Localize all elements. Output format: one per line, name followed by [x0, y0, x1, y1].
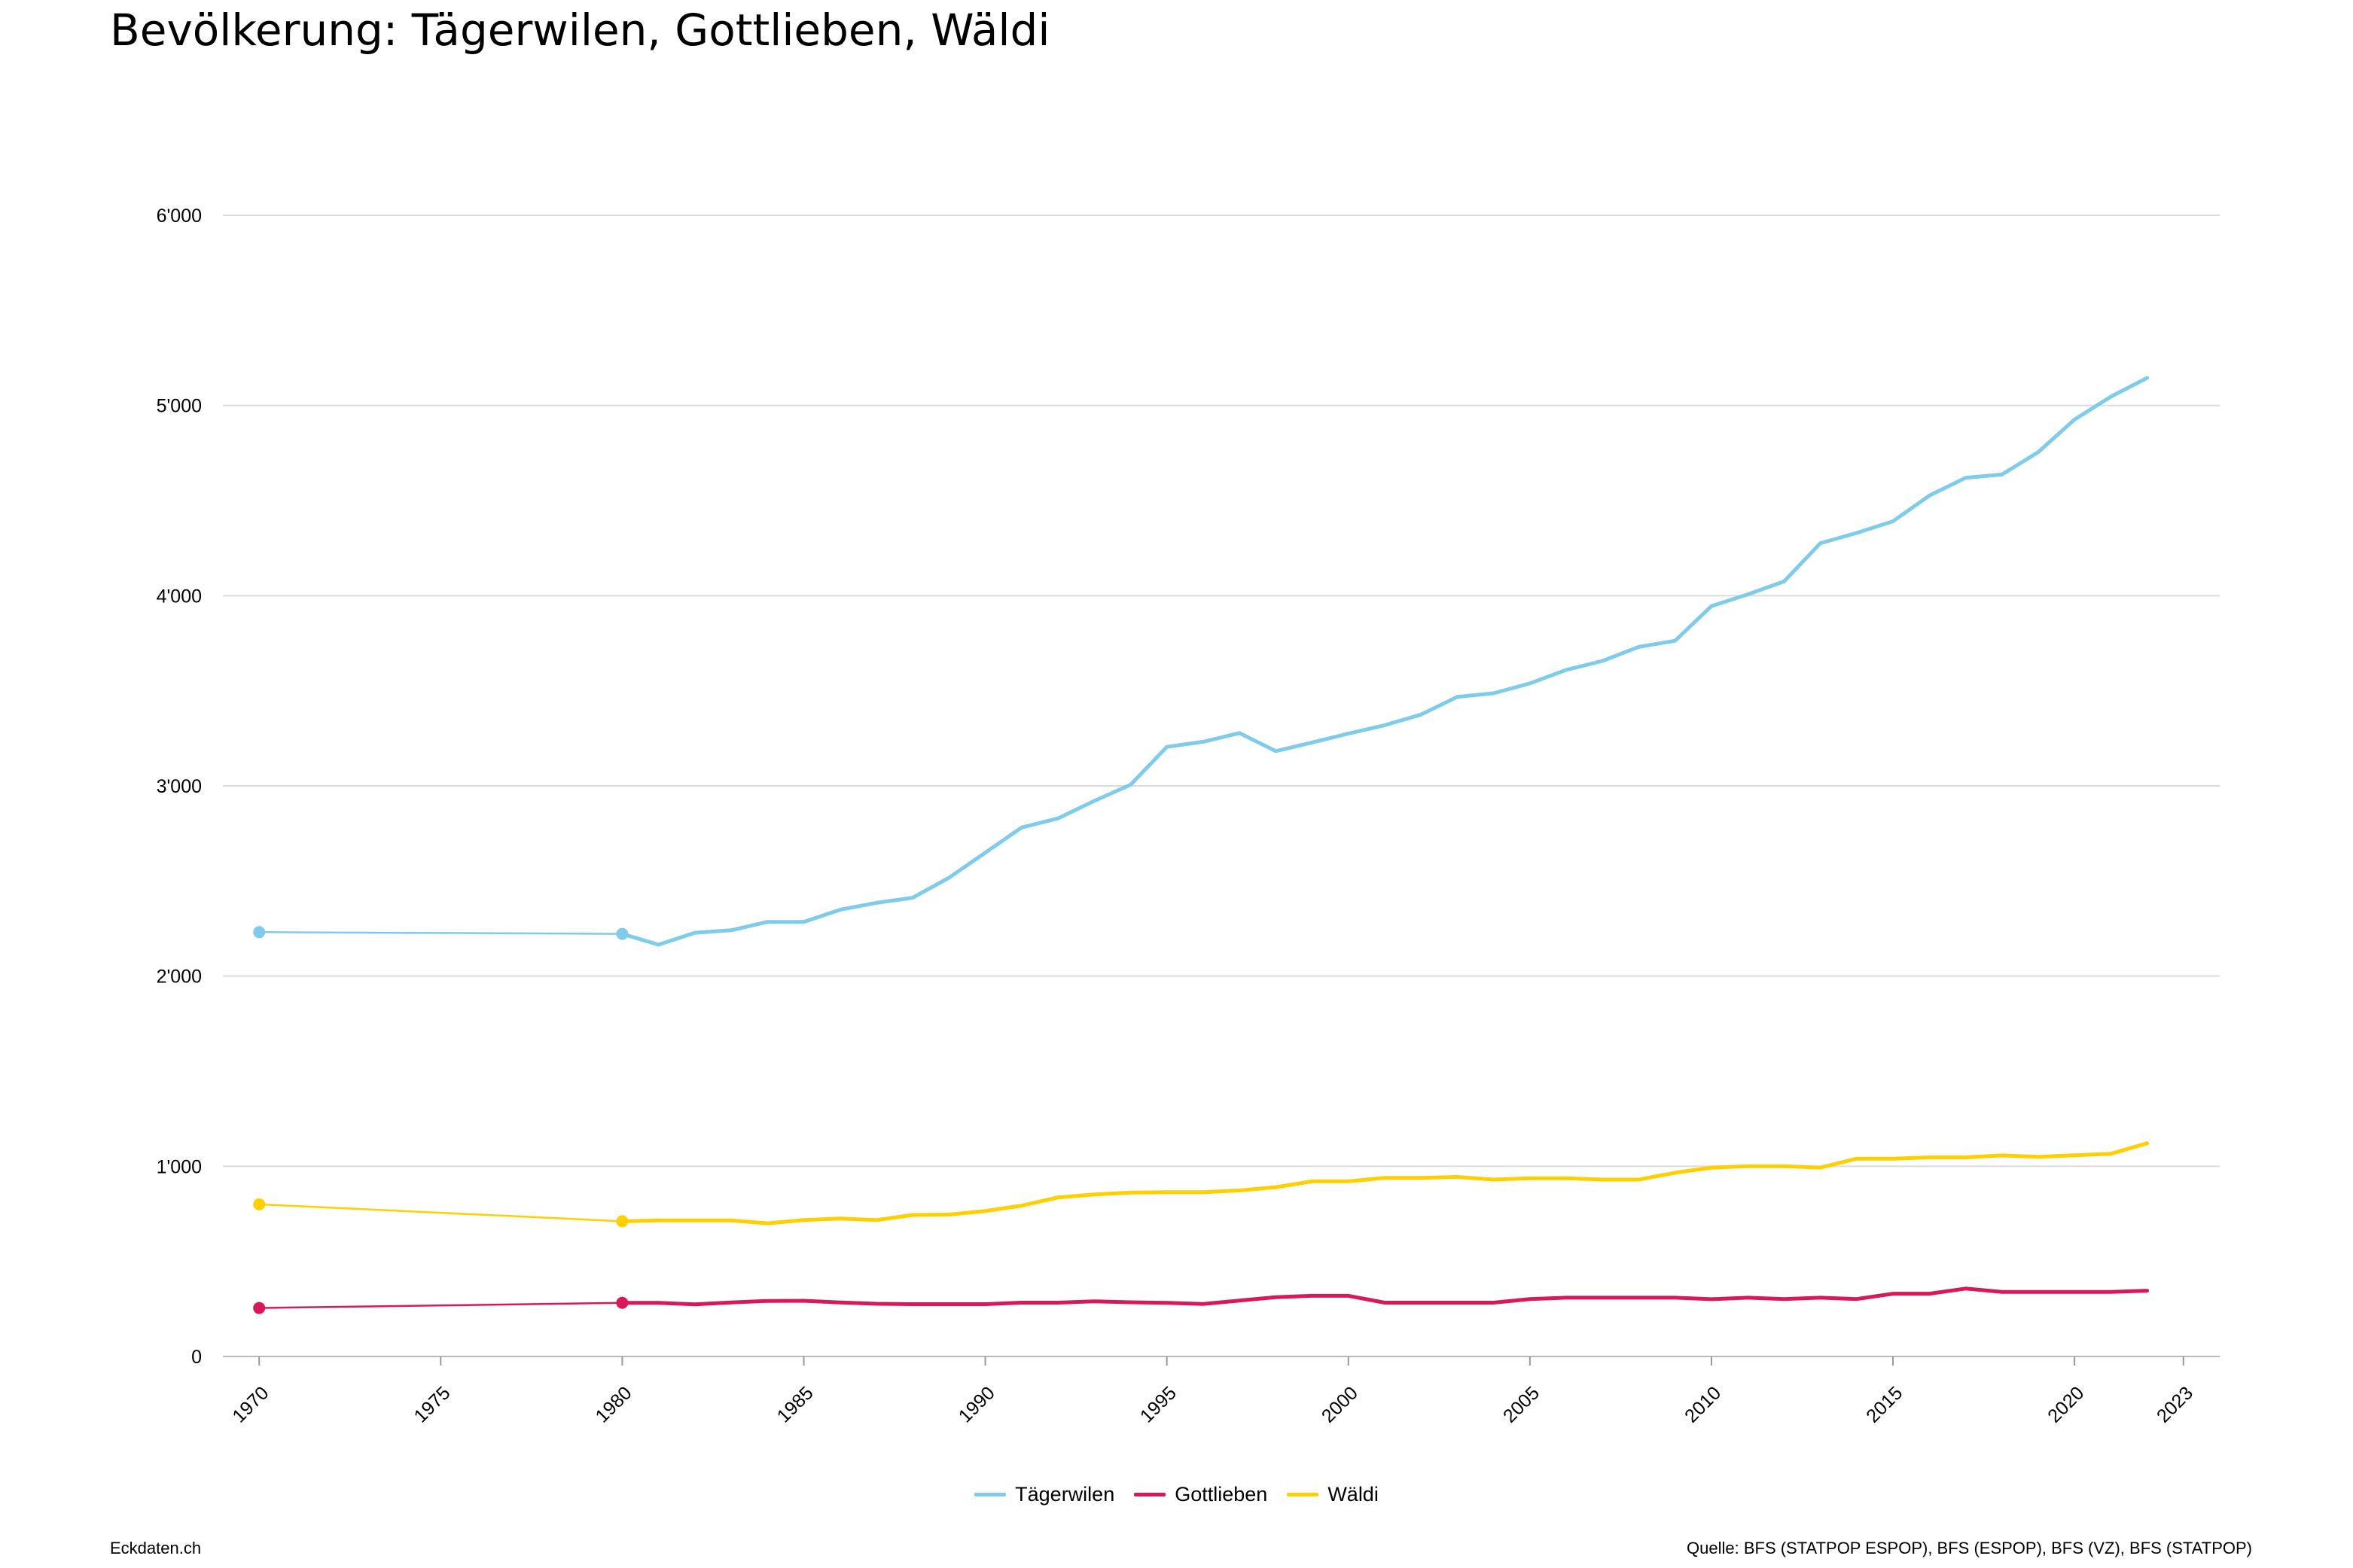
- x-tick-label: 2020: [2044, 1382, 2088, 1426]
- series-line: [620, 1141, 2150, 1225]
- legend-swatch: [974, 1493, 1007, 1496]
- x-tick-label: 1995: [1136, 1382, 1181, 1426]
- legend-swatch: [1134, 1493, 1166, 1496]
- y-tick-label: 2'000: [157, 967, 202, 988]
- x-tick-label: 1985: [773, 1382, 818, 1426]
- y-tick-label: 0: [191, 1347, 202, 1368]
- x-tick-label: 1980: [592, 1382, 636, 1426]
- y-axis: 0 1'000 2'000 3'000 4'000 5'000 6'000: [157, 206, 202, 1368]
- y-tick-label: 5'000: [157, 396, 202, 417]
- data-point: [616, 1296, 629, 1309]
- legend-swatch: [1287, 1493, 1319, 1496]
- x-axis: 1970 1975 1980 1985 1990 1995 2000 2005 2010 2015…: [228, 1356, 2197, 1427]
- legend-item[interactable]: Gottlieben: [1134, 1483, 1267, 1506]
- legend-item[interactable]: Tägerwilen: [974, 1483, 1114, 1506]
- census-segment: [259, 1302, 623, 1309]
- x-tick-label: 2005: [1499, 1382, 1544, 1426]
- x-tick-label: 1990: [955, 1382, 999, 1426]
- legend: Tägerwilen Gottlieben Wäldi: [0, 1483, 2353, 1506]
- gridlines: [223, 215, 2220, 1357]
- series-line: [620, 376, 2150, 947]
- x-tick-label: 2010: [1681, 1382, 1725, 1426]
- series-lines: [253, 376, 2150, 1314]
- legend-label: Wäldi: [1327, 1483, 1379, 1506]
- series-wäldi: [253, 1141, 2150, 1228]
- data-point: [616, 927, 629, 940]
- y-tick-label: 4'000: [157, 586, 202, 607]
- chart-title: Bevölkerung: Tägerwilen, Gottlieben, Wäl…: [110, 5, 1050, 56]
- series-tägerwilen: [253, 376, 2150, 947]
- data-point: [253, 926, 266, 939]
- data-point: [253, 1198, 266, 1210]
- series-gottlieben: [253, 1286, 2150, 1314]
- census-segment: [259, 931, 623, 935]
- source-label: Quelle: BFS (STATPOP ESPOP), BFS (ESPOP)…: [1687, 1539, 2252, 1557]
- x-tick-label: 1975: [410, 1382, 454, 1426]
- y-tick-label: 3'000: [157, 776, 202, 797]
- y-tick-label: 6'000: [157, 206, 202, 227]
- y-tick-label: 1'000: [157, 1156, 202, 1177]
- legend-label: Tägerwilen: [1015, 1483, 1115, 1506]
- series-line: [620, 1286, 2150, 1307]
- brand-label: Eckdaten.ch: [110, 1539, 202, 1557]
- x-tick-label: 2023: [2153, 1382, 2197, 1426]
- data-point: [616, 1215, 629, 1228]
- data-point: [253, 1302, 266, 1314]
- x-tick-label: 2000: [1318, 1382, 1362, 1426]
- x-tick-label: 1970: [228, 1382, 273, 1426]
- legend-item[interactable]: Wäldi: [1287, 1483, 1379, 1506]
- legend-label: Gottlieben: [1175, 1483, 1268, 1506]
- census-segment: [259, 1203, 623, 1222]
- x-tick-label: 2015: [1862, 1382, 1906, 1426]
